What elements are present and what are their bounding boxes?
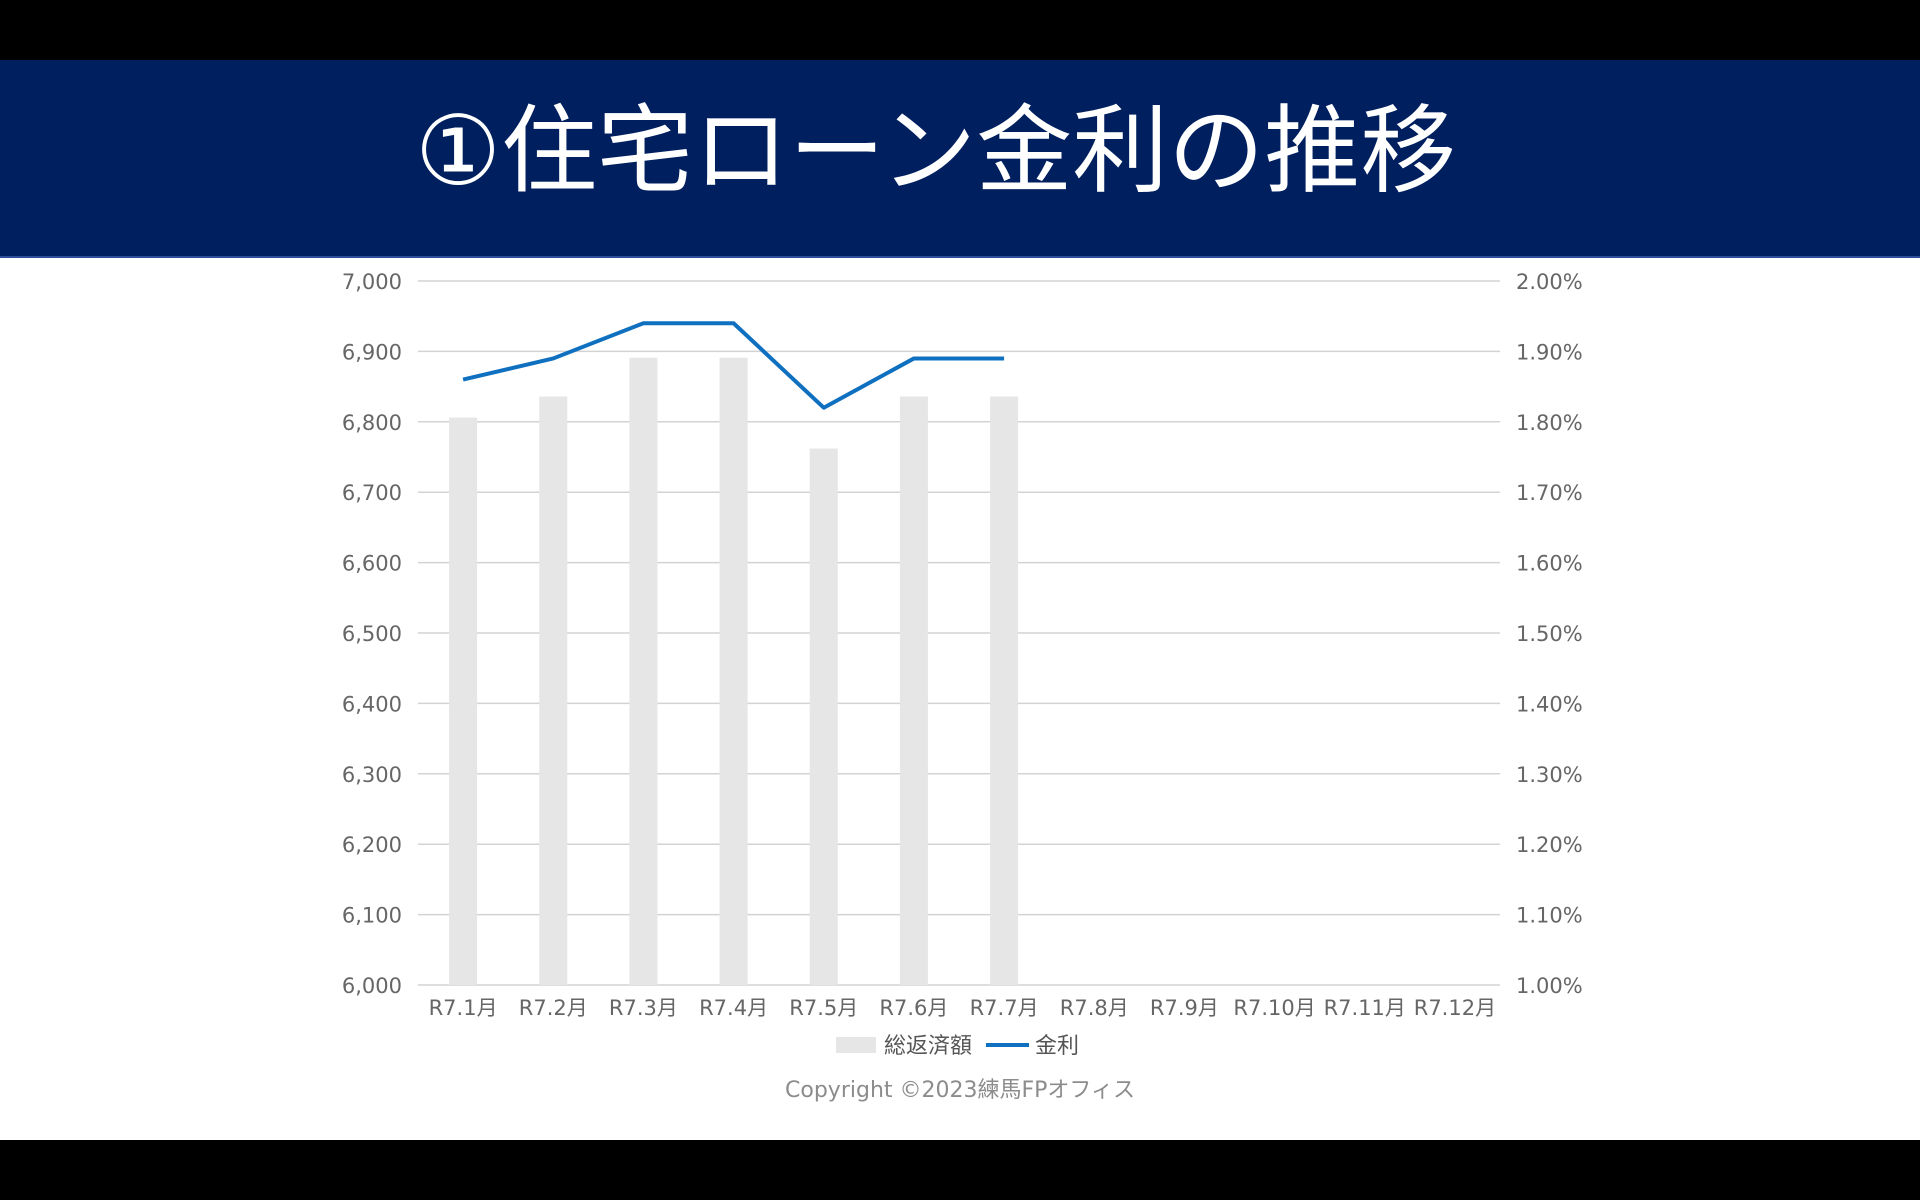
slide: ①住宅ローン金利の推移 6,000 6,100 6,200 6,300 6,400 6,5… [0, 60, 1920, 1140]
left-axis-tick-label: 6,000 [342, 974, 402, 998]
left-axis-tick-label: 6,600 [342, 552, 402, 576]
right-axis-tick-label: 1.60% [1516, 552, 1583, 576]
right-axis-tick-label: 1.80% [1516, 411, 1583, 435]
right-axis-tick-label: 1.10% [1516, 904, 1583, 928]
right-axis-tick-label: 1.70% [1516, 481, 1583, 505]
bar-R7.4月 [719, 357, 748, 986]
right-axis-tick-label: 2.00% [1516, 270, 1583, 294]
x-axis-tick-label: R7.5月 [789, 996, 858, 1020]
x-axis-tick-label: R7.6月 [879, 996, 948, 1020]
bar-R7.3月 [629, 357, 658, 986]
bar-series [449, 357, 1019, 986]
copyright-text: Copyright ©2023練馬FPオフィス [785, 1078, 1135, 1103]
legend-swatch-bar [836, 1037, 876, 1053]
left-axis-tick-label: 6,400 [342, 692, 402, 716]
right-axis-tick-label: 1.00% [1516, 974, 1583, 998]
right-axis-tick-label: 1.40% [1516, 692, 1583, 716]
right-axis: 1.00% 1.10% 1.20% 1.30% 1.40% 1.50% 1.60% 1.70%… [1516, 270, 1583, 998]
bar-R7.5月 [809, 448, 838, 985]
left-axis-tick-label: 6,500 [342, 622, 402, 646]
left-axis-tick-label: 6,700 [342, 481, 402, 505]
x-axis-tick-label: R7.11月 [1324, 996, 1406, 1020]
bar-R7.1月 [449, 417, 478, 985]
right-axis-tick-label: 1.30% [1516, 763, 1583, 787]
x-axis-tick-label: R7.8月 [1060, 996, 1129, 1020]
left-axis-tick-label: 6,200 [342, 833, 402, 857]
left-axis-tick-label: 6,900 [342, 340, 402, 364]
left-axis: 6,000 6,100 6,200 6,300 6,400 6,500 6,600 6,700… [342, 270, 402, 998]
right-axis-tick-label: 1.90% [1516, 340, 1583, 364]
legend: 総返済額 金利 [836, 1034, 1079, 1059]
right-axis-tick-label: 1.50% [1516, 622, 1583, 646]
bar-R7.2月 [539, 396, 568, 985]
left-axis-tick-label: 6,300 [342, 763, 402, 787]
right-axis-tick-label: 1.20% [1516, 833, 1583, 857]
x-axis-tick-label: R7.1月 [429, 996, 498, 1020]
x-axis-tick-label: R7.3月 [609, 996, 678, 1020]
left-axis-tick-label: 6,100 [342, 904, 402, 928]
legend-label-bar: 総返済額 [884, 1034, 972, 1059]
left-axis-tick-label: 7,000 [342, 270, 402, 294]
gridlines [418, 280, 1500, 986]
x-axis-tick-label: R7.4月 [699, 996, 768, 1020]
legend-label-line: 金利 [1035, 1034, 1079, 1059]
x-axis-tick-label: R7.2月 [519, 996, 588, 1020]
x-axis: R7.1月 R7.2月 R7.3月 R7.4月 R7.5月 R7.6月 R7.7月 R7.8月… [429, 996, 1497, 1020]
title-bar: ①住宅ローン金利の推移 [0, 60, 1920, 258]
x-axis-tick-label: R7.9月 [1150, 996, 1219, 1020]
combo-chart: 6,000 6,100 6,200 6,300 6,400 6,500 6,600 6,700… [342, 270, 1583, 1059]
slide-title: ①住宅ローン金利の推移 [415, 95, 1457, 207]
bar-R7.6月 [899, 396, 928, 985]
line-series [462, 321, 1005, 410]
x-axis-tick-label: R7.10月 [1233, 996, 1315, 1020]
x-axis-tick-label: R7.12月 [1414, 996, 1496, 1020]
bar-R7.7月 [990, 396, 1019, 985]
x-axis-tick-label: R7.7月 [970, 996, 1039, 1020]
left-axis-tick-label: 6,800 [342, 411, 402, 435]
